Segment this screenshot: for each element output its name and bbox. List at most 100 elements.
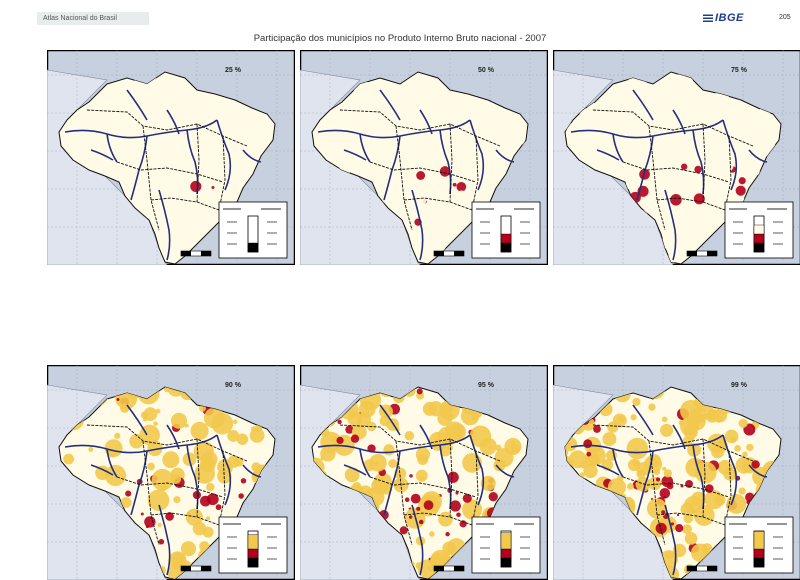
- state-border: [724, 135, 732, 211]
- municipality-patch: [685, 479, 693, 488]
- municipality-patch: [459, 520, 467, 528]
- river: [130, 450, 148, 516]
- river: [495, 149, 515, 163]
- municipality-patch: [512, 122, 526, 136]
- municipality-patch: [661, 416, 668, 423]
- river: [343, 464, 367, 476]
- municipality-patch: [416, 388, 423, 395]
- state-border: [449, 123, 453, 203]
- municipality-patch: [320, 431, 342, 454]
- river: [411, 189, 424, 261]
- municipality-patch: [599, 112, 614, 127]
- municipality-patch: [116, 398, 120, 402]
- municipality-patch: [240, 478, 247, 484]
- state-border: [622, 161, 730, 183]
- municipality-patch: [748, 115, 766, 134]
- municipality-patch: [144, 516, 156, 528]
- municipality-patch: [140, 512, 144, 516]
- river: [612, 448, 624, 478]
- municipality-patch: [488, 445, 493, 450]
- river: [130, 135, 148, 201]
- municipality-patch: [423, 500, 434, 511]
- scale-bar-segment: [707, 566, 717, 571]
- municipality-patch: [626, 482, 634, 490]
- municipality-patch: [190, 421, 209, 440]
- municipality-patch: [232, 419, 238, 425]
- municipality-patch: [660, 132, 672, 145]
- map-svg: 25 %: [47, 50, 295, 265]
- state-border: [142, 125, 160, 231]
- state-border: [656, 512, 726, 526]
- municipality-patch: [403, 88, 410, 95]
- municipality-patch: [203, 407, 225, 429]
- legend-bar-fill: [753, 557, 765, 568]
- municipality-patch: [455, 190, 468, 202]
- municipality-patch: [429, 531, 435, 537]
- municipality-patch: [416, 506, 421, 511]
- municipality-patch: [486, 115, 504, 132]
- municipality-patch: [347, 410, 363, 427]
- ibge-logo-icon: [703, 13, 713, 22]
- municipality-patch: [462, 493, 472, 503]
- state-border: [196, 123, 200, 203]
- state-border: [656, 197, 726, 211]
- river: [672, 424, 686, 450]
- municipality-patch: [383, 444, 395, 456]
- river: [495, 464, 515, 478]
- legend-bar-fill: [500, 242, 512, 253]
- municipality-patch: [120, 497, 132, 508]
- map-svg: 75 %: [553, 50, 800, 265]
- map-panel: 99 %: [553, 365, 800, 580]
- river: [166, 109, 180, 135]
- state-border: [471, 135, 479, 211]
- municipality-patch: [408, 515, 413, 519]
- legend-bar-fill: [753, 233, 765, 244]
- municipality-patch: [632, 397, 641, 407]
- state-border: [702, 123, 706, 203]
- river: [166, 424, 180, 450]
- municipality-patch: [730, 436, 737, 443]
- river: [672, 109, 686, 135]
- municipality-patch: [456, 182, 467, 192]
- scale-bar-segment: [434, 566, 444, 571]
- river: [216, 119, 232, 191]
- legend-bar-fill: [753, 242, 765, 253]
- state-border: [369, 476, 477, 498]
- municipality-patch: [170, 412, 188, 429]
- municipality-patch: [447, 471, 459, 483]
- scale-bar-segment: [687, 566, 697, 571]
- river: [216, 434, 232, 506]
- municipality-patch: [635, 142, 641, 147]
- municipality-patch: [655, 104, 663, 112]
- municipality-patch: [114, 432, 121, 440]
- municipality-patch: [456, 512, 461, 518]
- legend-bar-fill: [247, 548, 259, 559]
- state-border: [724, 450, 732, 526]
- municipality-patch: [421, 96, 434, 109]
- municipality-patch: [751, 460, 760, 469]
- municipality-patch: [716, 155, 734, 174]
- municipality-patch: [340, 141, 353, 154]
- state-border: [218, 135, 226, 211]
- municipality-patch: [635, 476, 651, 492]
- municipality-patch: [738, 177, 746, 185]
- percent-label: 25 %: [225, 67, 242, 74]
- municipality-patch: [185, 508, 203, 526]
- municipality-patch: [655, 134, 664, 143]
- river: [469, 434, 485, 506]
- municipality-patch: [630, 414, 637, 421]
- municipality-patch: [404, 497, 410, 503]
- municipality-patch: [344, 467, 360, 483]
- municipality-patch: [217, 459, 233, 476]
- state-border: [196, 438, 200, 518]
- river: [126, 89, 148, 121]
- scale-bar-segment: [181, 251, 191, 256]
- legend-bar-fill: [247, 242, 259, 253]
- scale-bar-segment: [454, 566, 464, 571]
- municipality-patch: [422, 401, 437, 416]
- municipality-patch: [438, 511, 453, 527]
- river: [379, 404, 401, 436]
- municipality-patch: [716, 140, 738, 162]
- municipality-patch: [469, 425, 492, 448]
- municipality-patch: [155, 408, 161, 414]
